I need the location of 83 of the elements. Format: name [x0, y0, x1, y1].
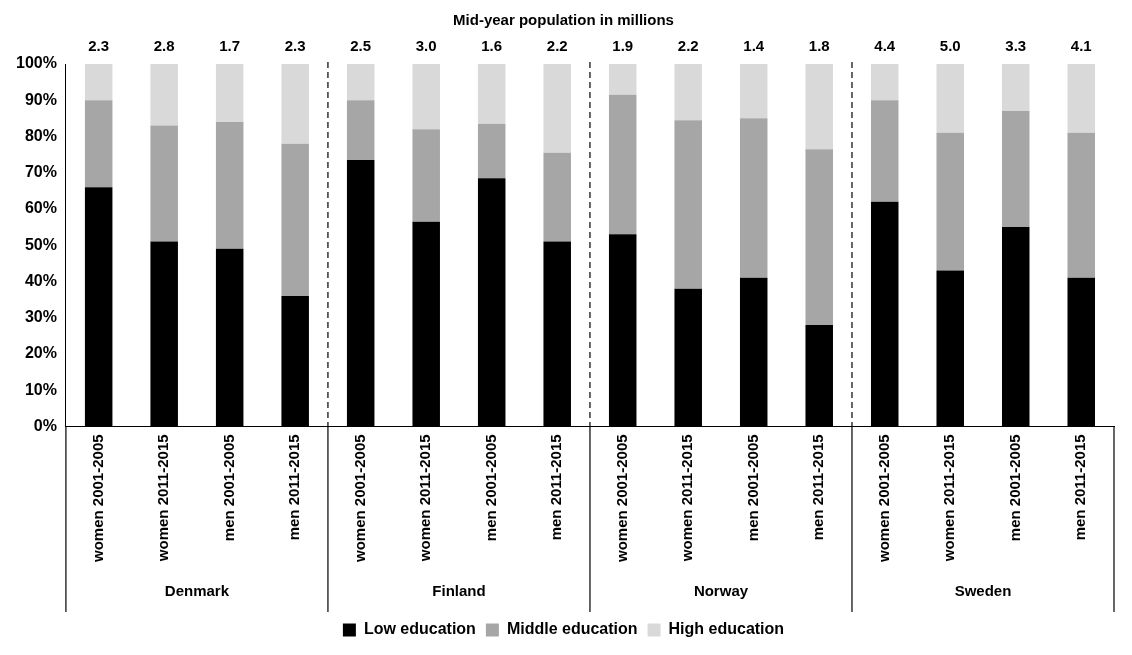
bar	[543, 152, 571, 242]
y-tick-label: 60%	[24, 199, 57, 217]
text: 4.1	[1070, 36, 1092, 54]
x-tick-label: women 2011-2015	[416, 434, 434, 563]
text: 3.0	[415, 36, 437, 54]
bar	[739, 118, 768, 278]
bar	[1067, 132, 1095, 278]
bar	[870, 64, 899, 101]
bar	[215, 121, 244, 249]
legend-label: High education	[668, 620, 785, 638]
text: 2.2	[546, 36, 568, 54]
x-tick-label: men 2011-2015	[547, 434, 565, 541]
y-tick-label: 90%	[24, 90, 57, 108]
chart-title: Mid-year population in millions	[453, 11, 674, 29]
x-tick-label: men 2011-2015	[809, 434, 827, 541]
bar	[281, 64, 309, 144]
text: 5.0	[939, 36, 961, 54]
text: 1.7	[219, 36, 241, 54]
bar	[674, 64, 702, 121]
x-tick-label: men 2011-2015	[1071, 434, 1089, 541]
bar	[84, 100, 113, 188]
bar	[281, 143, 309, 296]
bar	[805, 64, 833, 150]
x-tick-label: women 2001-2005	[350, 434, 368, 563]
bar	[739, 64, 768, 119]
bar	[84, 64, 113, 101]
legend-label: Middle education	[506, 620, 638, 638]
text: 4.4	[874, 36, 896, 54]
text: 1.9	[612, 36, 634, 54]
text: 2.8	[153, 36, 175, 54]
text: Denmark	[164, 582, 230, 600]
x-tick-label: women 2011-2015	[678, 434, 696, 563]
text: Sweden	[954, 582, 1012, 600]
x-tick-label: men 2001-2005	[743, 434, 761, 542]
bar	[1001, 111, 1030, 228]
text: 1.4	[743, 36, 765, 54]
text: 2.5	[350, 36, 372, 54]
bar	[1001, 64, 1030, 112]
x-tick-label: men 2001-2005	[219, 434, 237, 542]
bar	[805, 149, 833, 325]
legend-label: Low education	[363, 620, 476, 638]
bar	[150, 125, 178, 242]
bar	[936, 64, 964, 133]
y-tick-label: 100%	[16, 54, 57, 72]
y-tick-label: 70%	[24, 163, 57, 181]
x-tick-label: women 2001-2005	[88, 434, 106, 563]
y-tick-label: 10%	[24, 380, 57, 398]
bar	[477, 64, 506, 124]
bar	[346, 64, 375, 101]
text: 1.6	[481, 36, 503, 54]
bar	[870, 100, 899, 202]
bar	[608, 94, 637, 235]
text: 3.3	[1005, 36, 1027, 54]
text: Finland	[432, 582, 486, 600]
x-tick-label: women 2001-2005	[874, 434, 892, 563]
bar	[608, 64, 637, 95]
x-tick-label: men 2011-2015	[285, 434, 303, 541]
text: 2.3	[284, 36, 306, 54]
text: Norway	[693, 582, 749, 600]
y-tick-label: 40%	[24, 271, 57, 289]
x-tick-label: men 2001-2005	[1005, 434, 1023, 542]
y-tick-label: 0%	[33, 416, 57, 434]
y-tick-label: 20%	[24, 344, 57, 362]
bar	[674, 120, 702, 289]
x-tick-label: men 2001-2005	[481, 434, 499, 542]
bar	[477, 123, 506, 179]
bar	[412, 129, 440, 222]
bar	[150, 64, 178, 126]
y-tick-label: 80%	[24, 126, 57, 144]
x-tick-label: women 2001-2005	[612, 434, 630, 563]
y-tick-label: 30%	[24, 308, 57, 326]
bar	[543, 64, 571, 153]
bar	[346, 100, 375, 161]
x-tick-label: women 2011-2015	[154, 434, 172, 563]
bar	[936, 132, 964, 271]
x-tick-label: women 2011-2015	[940, 434, 958, 563]
text: 1.8	[808, 36, 830, 54]
text: 2.2	[677, 36, 699, 54]
bar	[215, 64, 244, 122]
bar	[412, 64, 440, 130]
text: 2.3	[88, 36, 110, 54]
y-tick-label: 50%	[24, 235, 57, 253]
bar	[1067, 64, 1095, 133]
